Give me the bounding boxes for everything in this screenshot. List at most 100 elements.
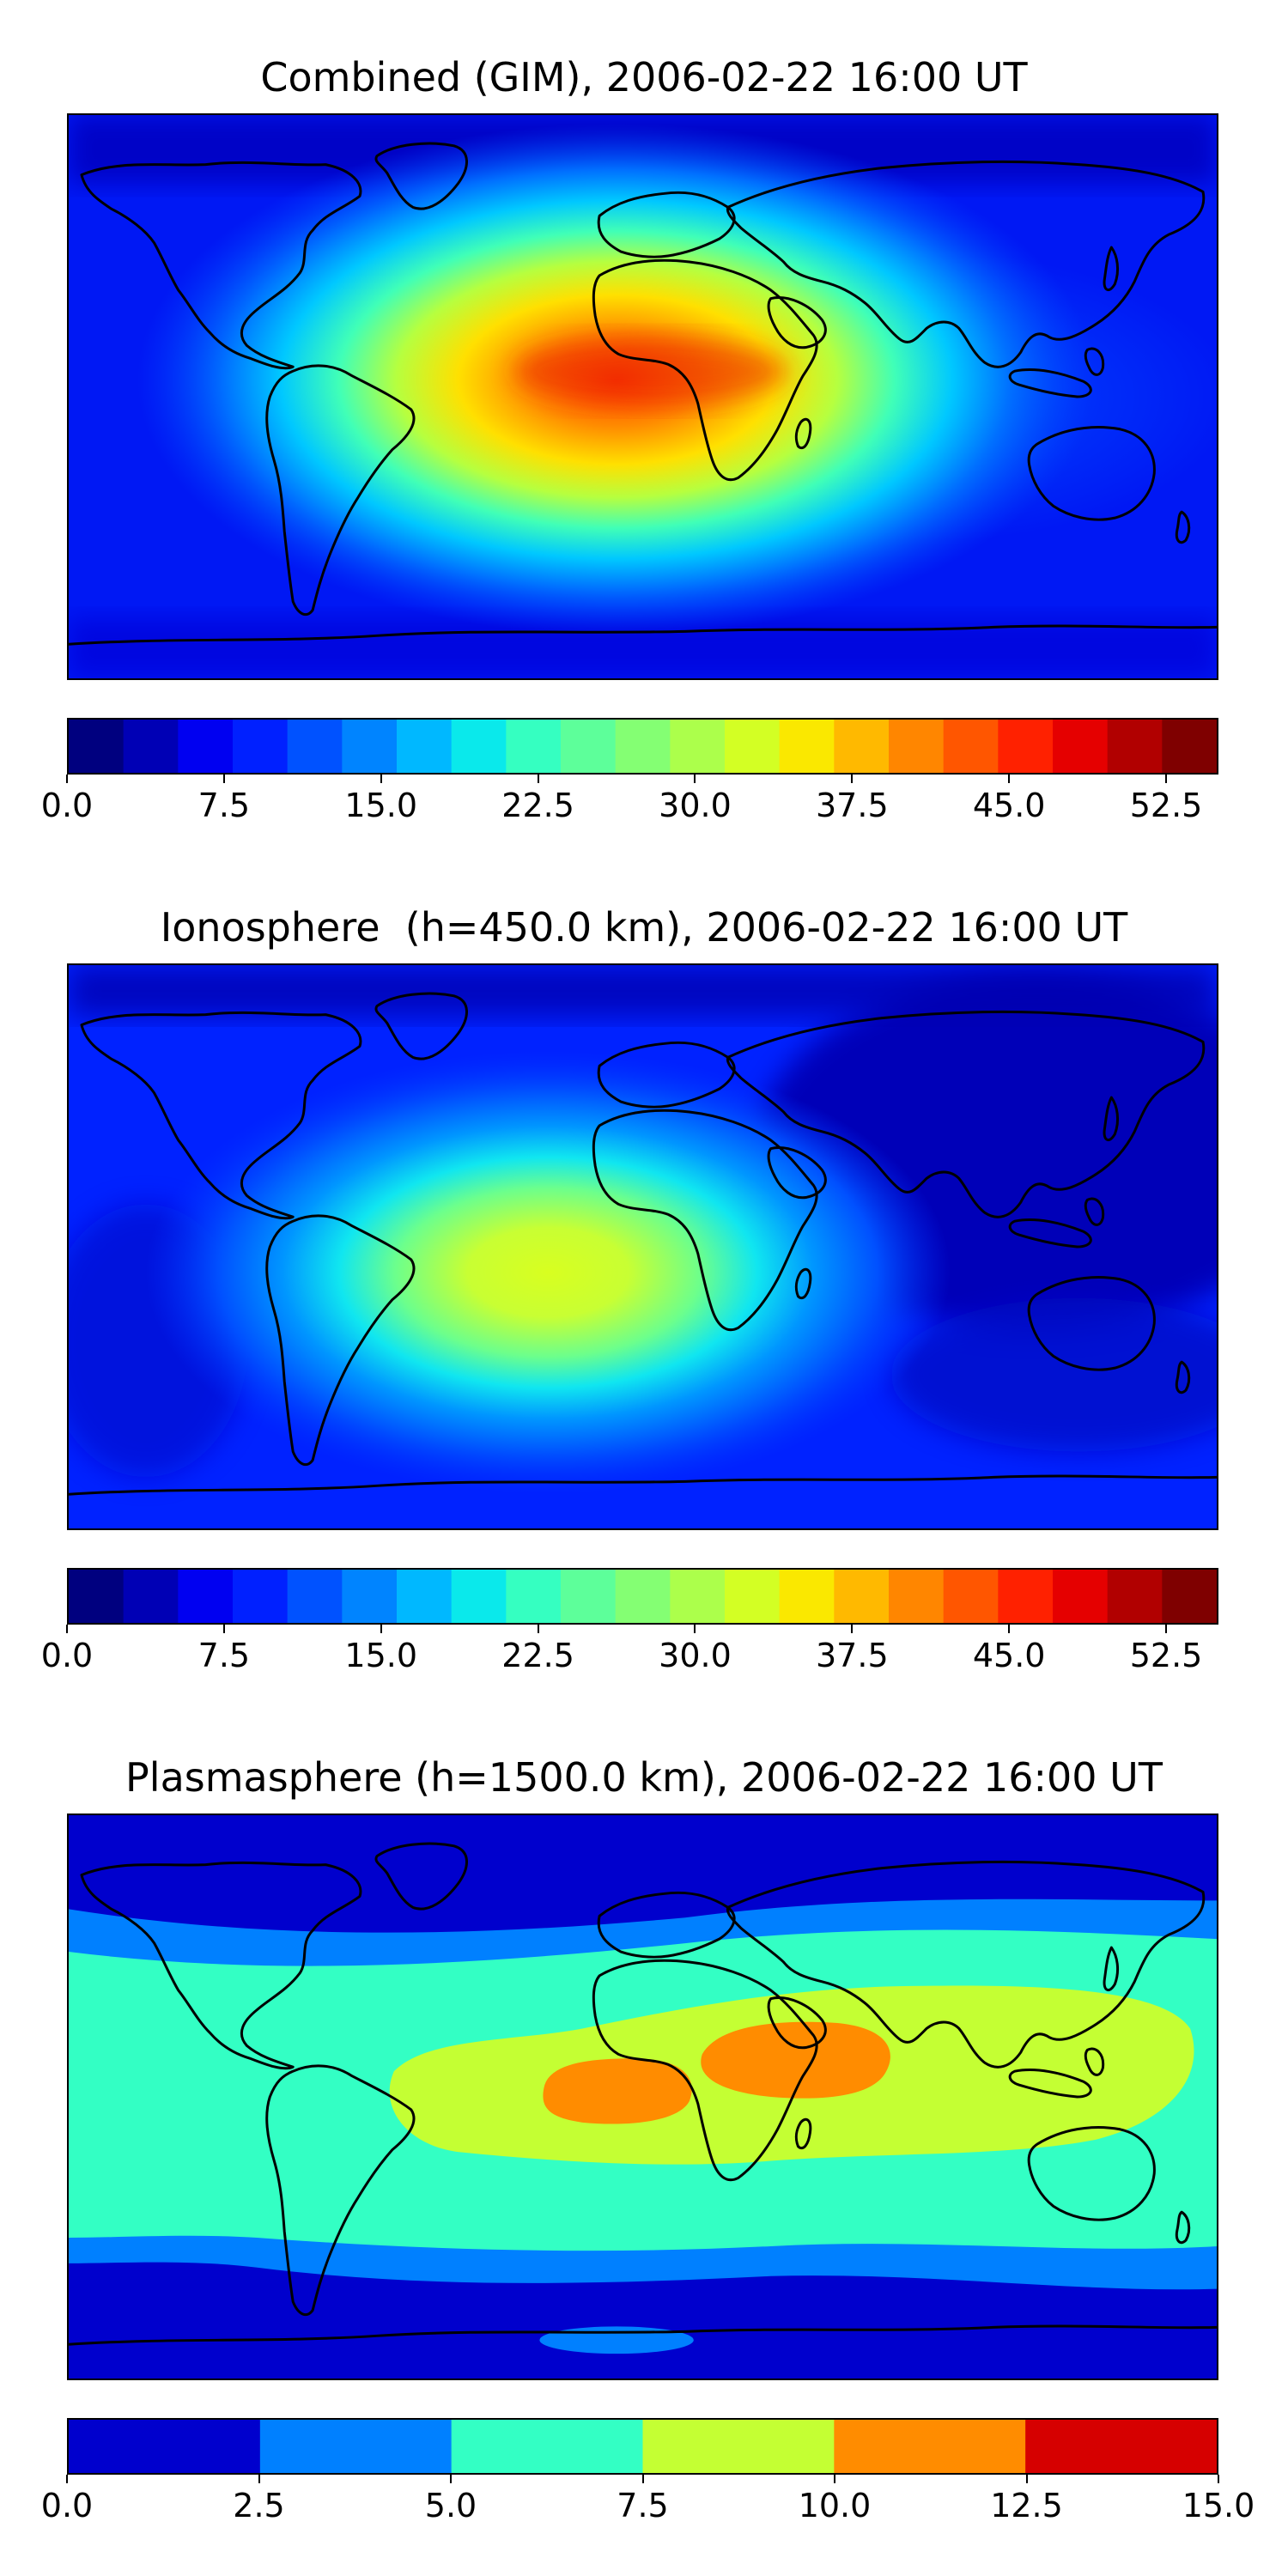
colorbar-swatch <box>451 1570 507 1623</box>
colorbar-swatch <box>232 1570 289 1623</box>
colorbar-swatch <box>725 720 781 773</box>
panel-2-colorbar-ticks: 0.0 7.5 15.0 22.5 30.0 37.5 45.0 52.5 <box>41 1625 1218 1676</box>
tec-anomaly <box>145 1050 951 1495</box>
panel-1-colorbar-ticks: 0.0 7.5 15.0 22.5 30.0 37.5 45.0 52.5 <box>41 775 1218 826</box>
colorbar-tick-label: 7.5 <box>197 1637 251 1674</box>
colorbar-tick-label: 15.0 <box>1182 2487 1255 2524</box>
colorbar-tick-label: 7.5 <box>617 2487 669 2524</box>
coastline-path <box>80 1011 362 1220</box>
colorbar-swatch <box>1107 720 1163 773</box>
colorbar-swatch <box>834 2420 1026 2473</box>
coastlines <box>69 142 1217 646</box>
colorbar-swatch <box>1053 1570 1109 1623</box>
colorbar-swatch <box>451 2420 644 2473</box>
colorbar-tick-label: 15.0 <box>344 787 418 824</box>
coastline-path <box>767 296 827 349</box>
colorbar-swatch <box>670 720 726 773</box>
colorbar-tick-label: 0.0 <box>40 1637 94 1674</box>
colorbar-swatch <box>396 1570 453 1623</box>
coastline-path <box>1084 2047 1105 2076</box>
coastline-path <box>265 2064 416 2317</box>
coastline-path <box>767 1996 827 2050</box>
colorbar-tick-label: 12.5 <box>990 2487 1063 2524</box>
colorbar-tick-label: 22.5 <box>501 1637 574 1674</box>
colorbar-swatch <box>779 1570 835 1623</box>
colorbar-tick-mark <box>1008 775 1011 783</box>
coastline-path <box>69 2324 1217 2346</box>
colorbar-swatch <box>1162 720 1217 773</box>
colorbar-swatch <box>998 720 1054 773</box>
panel-2-colorbar <box>67 1568 1218 1625</box>
colorbar-swatch <box>69 2420 261 2473</box>
colorbar-tick-label: 22.5 <box>501 787 574 824</box>
colorbar-swatch <box>506 1570 562 1623</box>
coastline-path <box>794 2117 812 2150</box>
colorbar-swatch <box>69 720 125 773</box>
colorbar-swatch <box>642 2420 835 2473</box>
panel-3-title: Plasmasphere (h=1500.0 km), 2006-02-22 1… <box>125 1754 1163 1801</box>
colorbar-tick-label: 52.5 <box>1129 1637 1203 1674</box>
colorbar-tick-label: 0.0 <box>40 787 94 824</box>
coastline-path <box>374 992 468 1060</box>
colorbar-tick-mark <box>641 2475 644 2483</box>
panel-1-title: Combined (GIM), 2006-02-22 16:00 UT <box>260 54 1028 100</box>
coastline-path <box>794 1267 812 1300</box>
colorbar-swatch <box>889 1570 945 1623</box>
panel-3-map <box>67 1814 1218 2380</box>
colorbar-tick-label: 5.0 <box>424 2487 477 2524</box>
colorbar-swatch <box>178 720 234 773</box>
coastline-path <box>794 417 812 450</box>
colorbar-tick-label: 30.0 <box>659 1637 732 1674</box>
colorbar-tick-label: 15.0 <box>344 1637 418 1674</box>
panel-3-colorbar <box>67 2418 1218 2475</box>
coastline-path <box>374 1842 468 1911</box>
colorbar-swatch <box>943 1570 999 1623</box>
colorbar-tick-mark <box>222 1625 225 1633</box>
colorbar-tick-mark <box>537 775 539 783</box>
colorbar-swatch <box>834 1570 890 1623</box>
panel-3-colorbar-ticks: 0.0 2.5 5.0 7.5 10.0 12.5 15.0 <box>41 2475 1255 2526</box>
colorbar-swatch <box>560 1570 617 1623</box>
panel-1-map <box>67 113 1218 680</box>
coastline-path <box>597 1041 736 1109</box>
coastline-path <box>726 1860 1206 2069</box>
coastline-path <box>69 624 1217 646</box>
panel-1-colorbar <box>67 718 1218 775</box>
colorbar-swatch <box>1053 720 1109 773</box>
colorbar-tick-label: 45.0 <box>972 787 1046 824</box>
colorbar-tick-label: 7.5 <box>197 787 251 824</box>
coastline-path <box>1027 1276 1156 1371</box>
colorbar-tick-mark <box>834 2475 835 2483</box>
colorbar-tick-label: 37.5 <box>816 1637 889 1674</box>
colorbar-tick-mark <box>694 1625 696 1633</box>
colorbar-tick-mark <box>66 1625 68 1633</box>
coastline-path <box>726 160 1206 368</box>
colorbar-swatch <box>451 720 507 773</box>
colorbar-tick-label: 2.5 <box>233 2487 285 2524</box>
colorbar-tick-mark <box>66 2475 68 2483</box>
colorbar-tick-mark <box>851 1625 854 1633</box>
coastline-path <box>1008 2069 1092 2099</box>
coastline-path <box>1084 1197 1105 1226</box>
coastline-path <box>1103 1946 1120 1992</box>
colorbar-tick-label: 37.5 <box>816 787 889 824</box>
colorbar-swatch <box>779 720 835 773</box>
colorbar-tick-mark <box>1008 1625 1011 1633</box>
coastline-path <box>592 1109 818 1332</box>
colorbar-tick-mark <box>1165 1625 1168 1633</box>
colorbar-swatch <box>889 720 945 773</box>
coastline-path <box>265 364 416 617</box>
colorbar-swatch <box>232 720 289 773</box>
band-10-12-5 <box>701 2021 890 2099</box>
coastline-path <box>1008 1218 1092 1249</box>
coastline-path <box>374 142 468 210</box>
coastline-path <box>1175 510 1191 544</box>
colorbar-swatch <box>670 1570 726 1623</box>
coastline-path <box>1175 1360 1191 1394</box>
colorbar-tick-label: 30.0 <box>659 787 732 824</box>
coastline-path <box>1103 1096 1120 1142</box>
colorbar-tick-mark <box>380 1625 382 1633</box>
colorbar-swatch <box>342 720 398 773</box>
colorbar-tick-mark <box>851 775 854 783</box>
coastline-path <box>726 1010 1206 1218</box>
